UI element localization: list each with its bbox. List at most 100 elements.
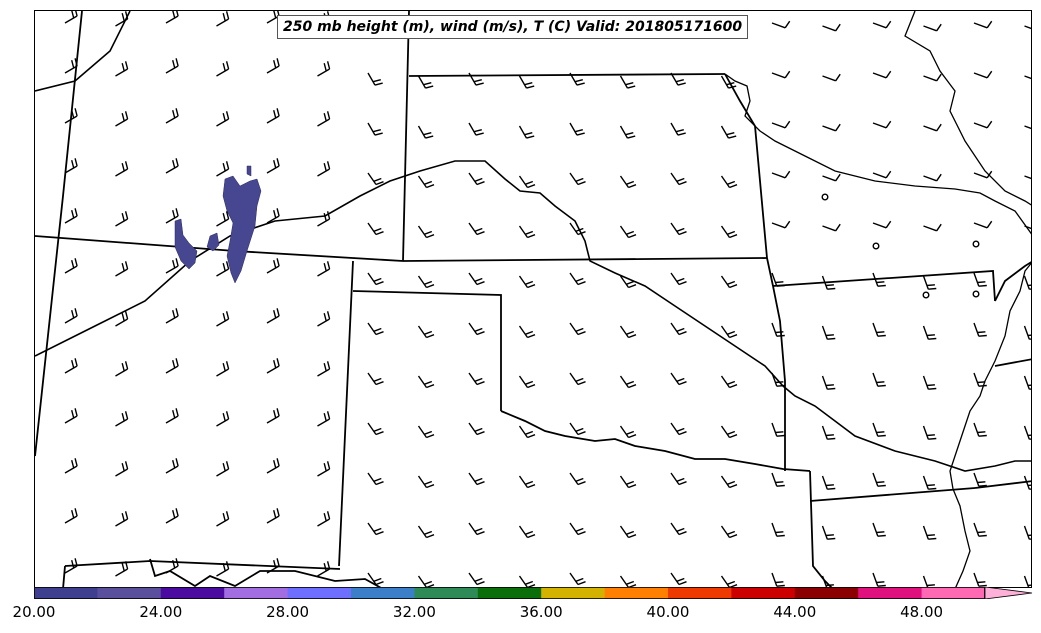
wind-barb: [115, 561, 129, 577]
wind-barb: [872, 522, 886, 537]
mississippi-border-east: [994, 261, 1031, 302]
texas-south-coast: [149, 558, 382, 587]
wind-barb: [518, 375, 536, 389]
wind-barb: [165, 108, 179, 124]
wind-barb: [216, 11, 230, 27]
utah-colorado-border: [35, 11, 83, 457]
wind-barb: [115, 111, 129, 127]
wind-barb: [165, 308, 179, 324]
wind-barb: [670, 372, 687, 386]
wind-barb: [115, 211, 129, 227]
wind-barb: [923, 173, 942, 182]
wind-barb: [417, 525, 435, 539]
wind-barb: [417, 475, 435, 489]
wind-barb: [468, 372, 485, 386]
wind-barb: [518, 175, 536, 189]
colorbar-tick-label: 32.00: [392, 603, 436, 621]
wind-barb: [619, 575, 637, 587]
wind-barb: [115, 161, 129, 177]
wind-barb: [619, 375, 637, 389]
colorbar: [34, 587, 1033, 599]
wind-barb: [973, 220, 993, 229]
wind-barb: [569, 122, 585, 136]
wind-barb: [720, 475, 738, 489]
wind-barb: [720, 375, 738, 389]
colorbar-tick-label: 48.00: [900, 603, 944, 621]
wind-barb: [973, 70, 993, 79]
colorbar-segment: [477, 587, 542, 599]
wind-barb: [115, 511, 129, 527]
tennessee-border: [994, 358, 1031, 367]
colorbar-tick-label: 40.00: [646, 603, 690, 621]
wind-barb: [569, 272, 586, 286]
wind-barb: [973, 472, 987, 487]
wind-barb: [872, 422, 886, 437]
wind-barb: [771, 372, 785, 387]
wind-barb: [720, 575, 738, 587]
wind-barb: [720, 175, 738, 189]
wind-barb: [720, 75, 737, 89]
wind-barb: [872, 70, 892, 79]
wind-barb: [367, 572, 384, 586]
wind-barb: [64, 508, 78, 524]
wind-barb: [317, 511, 331, 527]
wind-barb: [771, 422, 785, 437]
wind-barb: [720, 225, 738, 239]
wind-barb: [771, 220, 791, 229]
wind-barb: [1023, 425, 1031, 440]
calm-wind-circles: [821, 193, 980, 299]
wind-barb: [417, 75, 434, 89]
wind-barb: [973, 272, 987, 287]
wind-barb: [64, 308, 78, 324]
wind-barb: [266, 258, 280, 274]
wind-barb: [822, 123, 841, 132]
wind-barb: [973, 322, 987, 337]
wind-barb: [468, 272, 485, 286]
wind-barb: [367, 72, 383, 86]
wind-barb: [872, 572, 886, 587]
wind-barb: [64, 208, 78, 224]
wind-barb: [317, 161, 331, 177]
wind-barb: [468, 222, 485, 236]
wind-barb: [569, 372, 586, 386]
wind-barb: [923, 73, 942, 82]
wind-barb: [468, 522, 485, 536]
wind-barb: [115, 11, 129, 27]
wind-barb: [266, 508, 280, 524]
wind-barb: [1023, 575, 1031, 587]
wind-barb: [518, 275, 536, 289]
wind-barb: [417, 325, 435, 339]
colorbar-tick-label: 44.00: [773, 603, 817, 621]
mississippi-river: [949, 262, 1031, 587]
wind-barb: [821, 425, 836, 440]
wind-barb: [518, 225, 536, 239]
wind-barb: [266, 158, 280, 174]
map-canvas: [35, 11, 1031, 587]
wind-barb: [569, 222, 586, 236]
wind-barb: [165, 408, 179, 424]
wind-barb: [468, 172, 485, 186]
wind-barb: [165, 58, 179, 74]
wind-barb: [821, 375, 836, 390]
wind-barb: [872, 472, 886, 487]
wind-barb: [1024, 125, 1031, 130]
colorbar-segment: [604, 587, 669, 599]
wind-barb: [367, 172, 384, 186]
wind-barb: [619, 275, 637, 289]
colorbar-tick-label: 24.00: [139, 603, 183, 621]
wind-barb: [569, 172, 586, 186]
shaded-blob-2: [174, 218, 198, 270]
colorbar-segment: [541, 587, 606, 599]
wind-barb: [973, 572, 987, 587]
wind-barb: [771, 472, 785, 487]
wind-barb: [165, 258, 179, 274]
wind-barb: [822, 223, 841, 232]
map-panel: [34, 10, 1032, 588]
wind-barb: [670, 472, 687, 486]
oklahoma-panhandle: [352, 290, 502, 411]
wind-barb: [367, 272, 384, 286]
wind-barb: [822, 173, 841, 182]
wind-barb: [1023, 475, 1031, 490]
wind-barb: [165, 458, 179, 474]
wind-barb: [922, 425, 937, 440]
